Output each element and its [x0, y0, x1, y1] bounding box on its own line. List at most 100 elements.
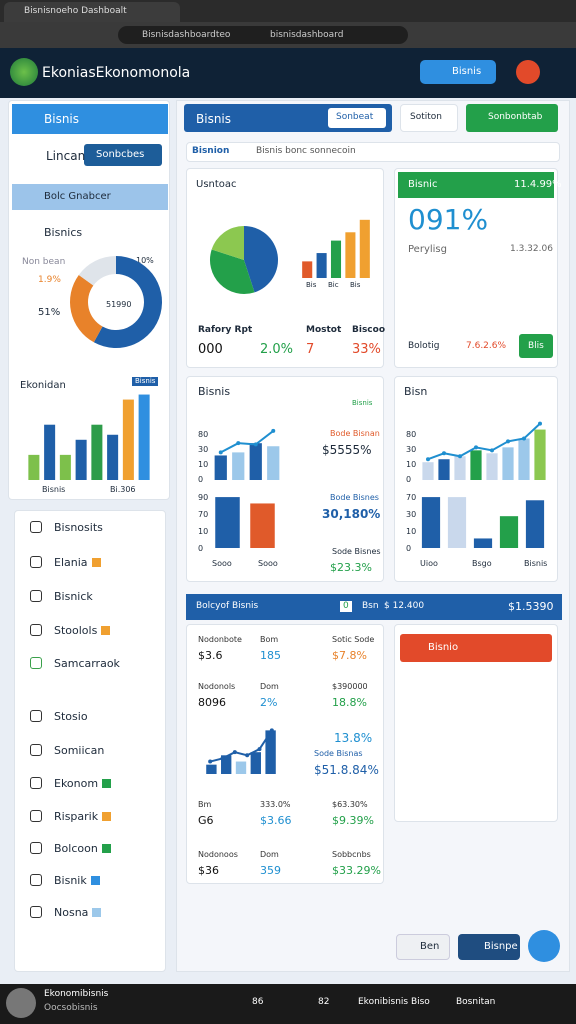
table-value: 185: [260, 649, 281, 662]
growth-big: 091%: [408, 203, 489, 236]
y-tick-label: 10: [198, 527, 209, 536]
header-button[interactable]: [420, 60, 496, 84]
slice: [78, 256, 116, 286]
tab[interactable]: Bisnion: [192, 146, 230, 156]
chart: [214, 428, 280, 480]
select-label[interactable]: Sonbcbes: [96, 149, 145, 160]
nav-item[interactable]: Somiican: [54, 744, 105, 757]
stat-value: 000: [198, 342, 223, 357]
growth-button[interactable]: Blis: [528, 341, 544, 351]
toolbar-option-label[interactable]: Sotiton: [410, 112, 442, 122]
chart: [422, 421, 546, 480]
strip-label: Bsn: [362, 601, 379, 611]
bar-x-label: Bi.306: [110, 485, 136, 494]
nav-item[interactable]: Bisnik: [54, 874, 87, 887]
y-tick-label: 0: [406, 475, 412, 484]
url-field[interactable]: [118, 26, 408, 44]
taskbar-app[interactable]: Ekonibisnis Biso: [358, 997, 430, 1007]
browser-tab[interactable]: [4, 2, 180, 22]
nav-badge: [102, 779, 111, 788]
bar: [122, 399, 134, 480]
nav-item[interactable]: Nosna: [54, 906, 89, 919]
toolbar-option[interactable]: [400, 104, 458, 132]
table-label: $63.30%: [332, 800, 368, 809]
stat-label: Rafory Rpt: [198, 325, 253, 335]
y-tick-label: 80: [198, 430, 209, 439]
sidebar-section: [12, 184, 168, 210]
bar: [91, 424, 103, 480]
fab[interactable]: [528, 930, 560, 962]
nav-icon: [30, 556, 42, 568]
nav-item[interactable]: Ekonom: [54, 777, 99, 790]
nav-item[interactable]: Stosio: [54, 710, 88, 723]
nav-item[interactable]: Bolcoon: [54, 842, 98, 855]
growth-button-bg[interactable]: [519, 334, 553, 358]
toolbar-select-label[interactable]: Sonbeat: [336, 112, 374, 122]
bar: [75, 439, 87, 480]
header-button-label[interactable]: Bisnis: [452, 66, 482, 77]
stat-value: 2.0%: [260, 342, 294, 357]
y-tick-label: 10: [406, 460, 417, 469]
toolbar-select[interactable]: [328, 108, 386, 128]
growth-label: Perylisg: [408, 244, 447, 255]
action-label[interactable]: Bisnpe: [484, 941, 518, 952]
kpi-value: 30,180%: [322, 507, 381, 521]
avatar: [6, 988, 36, 1018]
stat-value: 33%: [352, 342, 381, 357]
bar: [214, 455, 227, 480]
table-value: 359: [260, 864, 281, 877]
strip-badge: 0: [340, 601, 352, 612]
action-button[interactable]: [396, 934, 450, 960]
y-tick-label: 0: [406, 544, 412, 553]
nav-item[interactable]: Risparik: [54, 810, 99, 823]
toolbar-button[interactable]: [466, 104, 558, 132]
nav-badge: [91, 876, 100, 885]
nav-item[interactable]: Stoolols: [54, 624, 98, 637]
nav-icon: [30, 744, 42, 756]
bar: [221, 755, 232, 774]
line-point: [538, 421, 542, 426]
growth-foot-value: 7.6.2.6%: [466, 341, 507, 351]
donut-center: 51990: [106, 300, 132, 309]
chart: [210, 226, 278, 294]
table-label: Sode Bisnas: [314, 749, 363, 758]
bar: [235, 761, 247, 774]
nav-item[interactable]: Samcarraok: [54, 657, 120, 670]
y-tick-label: 10: [406, 527, 417, 536]
nav-item[interactable]: Bisnosits: [54, 521, 103, 534]
donut-tag: 10%: [136, 256, 154, 265]
bar: [265, 730, 276, 774]
taskbar-app[interactable]: Bosnitan: [456, 997, 496, 1007]
slice: [70, 274, 103, 343]
action-button[interactable]: [458, 934, 520, 960]
line-point: [426, 457, 430, 462]
table-value: $9.39%: [332, 814, 374, 827]
logo-icon: [10, 58, 38, 86]
taskbar-user: Oocsobisnis: [44, 1003, 98, 1013]
bar: [107, 434, 119, 480]
toolbar-button-label[interactable]: Sonbonbtab: [488, 112, 543, 122]
tab[interactable]: Bisnis bonc sonnecoin: [256, 146, 356, 156]
chart: [302, 219, 370, 278]
line-point: [442, 451, 446, 456]
bar: [59, 454, 71, 480]
nav-item[interactable]: Bisnick: [54, 590, 93, 603]
action-label[interactable]: Ben: [420, 941, 440, 952]
table-label: Nodonols: [198, 682, 236, 691]
notification[interactable]: [516, 60, 540, 84]
bar: [422, 462, 434, 480]
card-title: Usntoac: [196, 179, 237, 190]
nav-item[interactable]: Elania: [54, 556, 88, 569]
tab-row: [186, 142, 560, 162]
chart: [70, 256, 162, 348]
tab-title: Bisnisnoeho Dashboalt: [24, 6, 127, 16]
table-label: Nodonoos: [198, 850, 238, 859]
slice: [244, 226, 278, 293]
line: [427, 422, 541, 461]
bar-title: Ekonidan: [20, 380, 66, 391]
sidebar-select[interactable]: [84, 144, 162, 166]
line-point: [245, 753, 250, 758]
table-label: Sobbcnbs: [332, 850, 371, 859]
table-label: Bom: [260, 635, 279, 644]
nav-badge: [92, 908, 101, 917]
